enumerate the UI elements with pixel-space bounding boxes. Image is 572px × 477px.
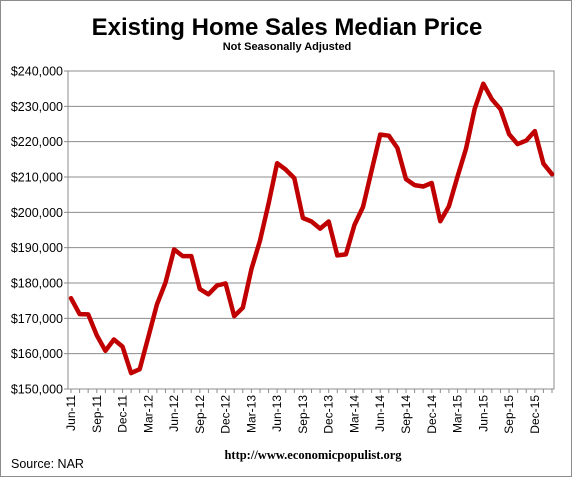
data-point	[121, 345, 125, 349]
data-point	[550, 172, 554, 176]
x-tick-label: Sep-11	[90, 395, 104, 433]
data-point	[138, 367, 142, 371]
data-point	[430, 181, 434, 185]
data-point	[155, 303, 159, 307]
y-tick-label: $230,000	[11, 100, 63, 114]
data-point	[318, 227, 322, 231]
source-url[interactable]: http://www.economicpopulist.org	[224, 448, 402, 462]
data-point	[456, 175, 460, 179]
x-tick-label: Mar-12	[141, 395, 155, 433]
x-tick-label: Jun-12	[167, 395, 181, 432]
data-point	[395, 146, 399, 150]
y-axis: $150,000 $160,000 $170,000 $180,000 $190,000…	[11, 65, 68, 397]
y-tick-label: $150,000	[11, 383, 63, 397]
source-note: Source: NAR	[11, 457, 84, 471]
x-axis: Jun-11 Sep-11 Dec-11 Mar-12 Jun-12 Sep-12 Dec-…	[64, 389, 553, 434]
data-point	[224, 281, 228, 285]
data-point	[310, 220, 313, 224]
data-point	[464, 146, 468, 150]
data-point	[413, 183, 417, 187]
data-point	[78, 312, 82, 316]
data-point	[541, 162, 545, 166]
x-tick-label: Dec-14	[425, 395, 439, 434]
data-point	[241, 306, 245, 310]
gridlines	[68, 70, 554, 355]
data-point	[198, 287, 202, 291]
data-point	[146, 335, 150, 339]
data-point	[249, 267, 253, 271]
data-point	[378, 133, 382, 137]
x-tick-label: Sep-13	[296, 395, 310, 434]
data-point	[404, 177, 408, 181]
y-tick-label: $160,000	[11, 347, 63, 361]
data-point	[361, 205, 365, 209]
series-layer	[68, 81, 555, 376]
data-point	[189, 254, 193, 258]
data-point	[172, 247, 176, 251]
data-point	[206, 292, 210, 296]
data-point	[232, 314, 236, 318]
data-point	[284, 168, 288, 172]
data-point	[181, 254, 185, 258]
data-point	[524, 139, 528, 143]
y-tick-label: $180,000	[11, 277, 63, 291]
data-point	[267, 202, 271, 205]
plot-area	[67, 70, 555, 390]
data-point	[86, 312, 90, 316]
data-point	[103, 349, 107, 353]
data-point	[507, 132, 511, 136]
chart-subtitle: Not Seasonally Adjusted	[223, 41, 352, 53]
data-point	[481, 82, 485, 86]
data-point	[95, 333, 99, 337]
data-point	[327, 220, 331, 224]
x-tick-label: Dec-11	[116, 395, 130, 433]
data-point	[516, 142, 520, 146]
x-tick-label: Dec-15	[528, 395, 542, 434]
data-point	[275, 161, 279, 165]
y-tick-label: $190,000	[11, 241, 63, 255]
data-point	[473, 107, 477, 111]
x-tick-label: Jun-13	[270, 395, 284, 432]
data-point	[344, 252, 348, 256]
data-point	[301, 216, 305, 220]
x-tick-label: Mar-13	[244, 395, 258, 433]
data-point	[292, 176, 296, 180]
x-tick-label: Sep-12	[193, 395, 207, 434]
data-point	[163, 281, 167, 285]
x-tick-label: Jun-11	[64, 395, 78, 431]
data-point	[69, 296, 73, 300]
x-tick-label: Jun-15	[476, 395, 490, 432]
data-point	[112, 338, 116, 342]
x-tick-label: Mar-14	[347, 395, 361, 433]
chart-title: Existing Home Sales Median Price	[92, 14, 483, 41]
x-tick-label: Jun-14	[373, 395, 387, 432]
data-point	[447, 204, 451, 208]
data-point	[129, 371, 133, 375]
data-point	[335, 253, 339, 257]
x-tick-label: Sep-14	[399, 395, 413, 434]
y-tick-label: $200,000	[11, 206, 63, 220]
y-tick-label: $240,000	[11, 65, 63, 79]
data-point	[258, 239, 262, 243]
y-tick-label: $170,000	[11, 312, 63, 326]
y-tick-label: $220,000	[11, 135, 63, 149]
data-point	[438, 219, 442, 223]
data-point	[421, 185, 425, 189]
data-point	[215, 283, 219, 287]
x-tick-label: Dec-13	[322, 395, 336, 434]
y-tick-label: $210,000	[11, 171, 63, 185]
series-line	[68, 81, 555, 376]
data-point	[490, 97, 494, 101]
data-point	[352, 223, 356, 227]
data-point	[387, 134, 391, 138]
x-tick-label: Dec-12	[219, 395, 233, 434]
data-point	[498, 107, 502, 111]
x-tick-label: Mar-15	[451, 395, 465, 433]
data-point	[533, 129, 537, 133]
data-point	[370, 169, 374, 173]
x-tick-label: Sep-15	[502, 395, 516, 434]
